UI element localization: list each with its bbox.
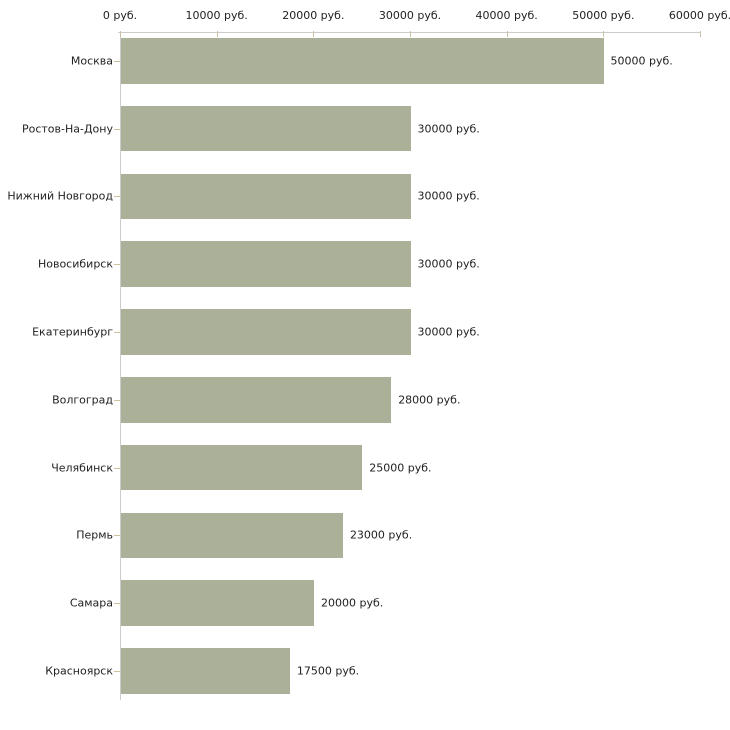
bar — [121, 512, 343, 559]
x-axis-line — [118, 32, 700, 33]
category-label: Красноярск — [45, 664, 113, 678]
x-axis-tick-mark — [410, 31, 411, 37]
x-axis-tick-label: 50000 руб. — [572, 9, 635, 22]
category-label: Москва — [70, 54, 113, 68]
category-label: Нижний Новгород — [7, 189, 113, 203]
bar — [121, 38, 604, 84]
category-label: Екатеринбург — [32, 325, 113, 339]
y-axis-tick-mark — [114, 331, 120, 333]
x-axis-tick-mark — [313, 31, 315, 37]
x-axis-tick-mark — [506, 31, 508, 37]
bar — [121, 648, 290, 694]
x-axis-tick-label: 20000 руб. — [282, 9, 345, 22]
value-label: 25000 руб. — [369, 461, 432, 475]
value-label: 20000 руб. — [321, 596, 384, 610]
category-label: Челябинск — [51, 461, 113, 475]
bar — [121, 444, 363, 491]
y-axis-line — [120, 32, 121, 700]
category-label: Волгоград — [52, 393, 113, 407]
x-axis-tick-label: 60000 руб. — [668, 9, 730, 22]
y-axis-tick-mark — [114, 535, 120, 537]
x-axis-tick-mark — [700, 31, 701, 37]
y-axis-tick-mark — [114, 196, 120, 198]
bar — [121, 580, 314, 626]
bar — [121, 377, 392, 423]
bar — [121, 241, 411, 287]
value-label: 23000 руб. — [349, 528, 413, 542]
category-label: Новосибирск — [37, 257, 113, 271]
y-axis-tick-mark — [114, 603, 120, 605]
category-label: Самара — [69, 596, 113, 610]
value-label: 30000 руб. — [417, 189, 480, 203]
value-label: 17500 руб. — [296, 664, 360, 678]
category-label: Пермь — [76, 528, 113, 542]
y-axis-tick-mark — [114, 264, 120, 266]
y-axis-tick-mark — [114, 467, 120, 469]
category-label: Ростов-На-Дону — [21, 122, 113, 136]
x-axis-tick-mark — [216, 31, 218, 37]
value-label: 28000 руб. — [398, 393, 461, 407]
x-axis-tick-label: 10000 руб. — [185, 9, 248, 22]
value-label: 30000 руб. — [417, 122, 480, 136]
value-label: 50000 руб. — [610, 54, 673, 68]
x-axis-tick-label: 0 руб. — [102, 9, 138, 22]
value-label: 30000 руб. — [417, 325, 480, 339]
x-axis-tick-mark — [603, 31, 605, 37]
x-axis-tick-label: 30000 руб. — [378, 9, 442, 22]
x-axis-tick-label: 40000 руб. — [475, 9, 538, 22]
x-axis-tick-mark — [120, 31, 121, 37]
y-axis-tick-mark — [114, 128, 120, 130]
y-axis-tick-mark — [114, 670, 120, 672]
value-label: 30000 руб. — [417, 257, 480, 271]
bar — [121, 309, 411, 355]
bar — [121, 105, 411, 152]
y-axis-tick-mark — [114, 399, 120, 401]
y-axis-tick-mark — [114, 60, 120, 62]
bar — [121, 173, 411, 220]
